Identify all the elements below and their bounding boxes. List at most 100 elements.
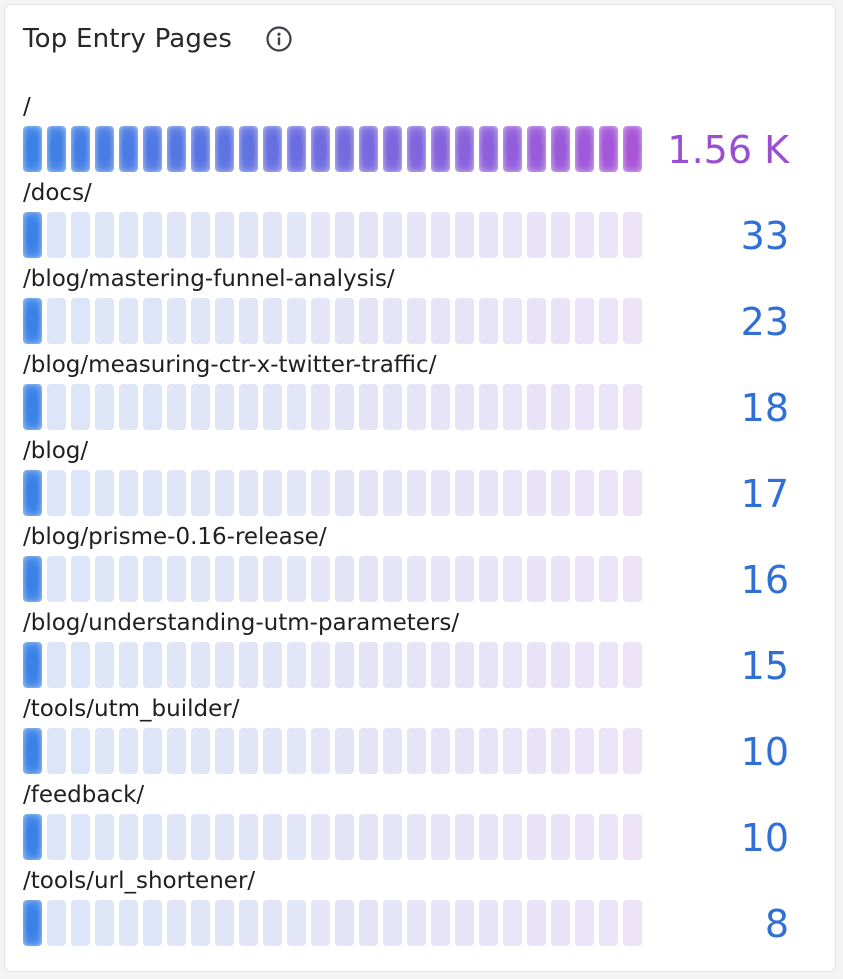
entry-page-bar — [23, 556, 647, 602]
entry-page-label[interactable]: /blog/mastering-funnel-analysis/ — [23, 266, 395, 292]
bar-segment-empty — [215, 642, 234, 688]
bar-segment-empty — [551, 814, 570, 860]
info-icon[interactable] — [266, 26, 292, 52]
bar-segment-empty — [551, 556, 570, 602]
bar-segment-filled — [23, 728, 42, 774]
entry-page-count: 1.56 K — [667, 128, 789, 172]
entry-page-label[interactable]: /tools/url_shortener/ — [23, 868, 256, 894]
entry-page-label[interactable]: /blog/understanding-utm-parameters/ — [23, 610, 460, 636]
bar-segment-empty — [119, 814, 138, 860]
bar-segment-empty — [287, 470, 306, 516]
bar-segment-empty — [311, 384, 330, 430]
entry-page-bar — [23, 814, 647, 860]
list-item[interactable]: /tools/url_shortener/8 — [23, 865, 823, 951]
bar-segment-empty — [479, 556, 498, 602]
bar-segment-empty — [623, 470, 642, 516]
bar-segment-empty — [119, 556, 138, 602]
bar-segment-empty — [71, 298, 90, 344]
entry-page-count: 8 — [764, 902, 789, 946]
bar-segment-empty — [455, 384, 474, 430]
bar-segment-filled — [479, 126, 498, 172]
bar-segment-empty — [239, 384, 258, 430]
bar-segment-empty — [551, 900, 570, 946]
entry-page-label[interactable]: /blog/ — [23, 438, 89, 464]
bar-segment-empty — [239, 728, 258, 774]
bar-segment-empty — [383, 642, 402, 688]
bar-segment-empty — [311, 728, 330, 774]
bar-segment-empty — [575, 298, 594, 344]
bar-segment-filled — [623, 126, 642, 172]
bar-segment-empty — [503, 728, 522, 774]
bar-segment-empty — [47, 642, 66, 688]
bar-segment-empty — [431, 556, 450, 602]
bar-segment-empty — [239, 470, 258, 516]
list-item[interactable]: /feedback/10 — [23, 779, 823, 865]
bar-segment-filled — [575, 126, 594, 172]
bar-segment-empty — [47, 298, 66, 344]
bar-segment-empty — [623, 212, 642, 258]
bar-segment-empty — [383, 556, 402, 602]
entry-page-label[interactable]: /blog/prisme-0.16-release/ — [23, 524, 327, 550]
list-item[interactable]: / 1.56 K — [23, 91, 823, 177]
bar-segment-empty — [239, 556, 258, 602]
bar-segment-empty — [623, 814, 642, 860]
bar-segment-empty — [311, 642, 330, 688]
bar-segment-empty — [239, 212, 258, 258]
bar-segment-empty — [191, 728, 210, 774]
bar-segment-empty — [431, 642, 450, 688]
bar-segment-empty — [479, 814, 498, 860]
bar-segment-filled — [383, 126, 402, 172]
bar-segment-empty — [191, 900, 210, 946]
bar-segment-empty — [623, 728, 642, 774]
list-item[interactable]: /docs/33 — [23, 177, 823, 263]
bar-segment-empty — [359, 298, 378, 344]
bar-segment-filled — [503, 126, 522, 172]
entry-page-label[interactable]: /blog/measuring-ctr-x-twitter-traffic/ — [23, 352, 437, 378]
bar-segment-empty — [215, 298, 234, 344]
list-item[interactable]: /tools/utm_builder/10 — [23, 693, 823, 779]
list-item[interactable]: /blog/prisme-0.16-release/16 — [23, 521, 823, 607]
bar-segment-empty — [119, 212, 138, 258]
bar-segment-empty — [47, 728, 66, 774]
bar-segment-empty — [167, 728, 186, 774]
entry-page-label[interactable]: /feedback/ — [23, 782, 145, 808]
bar-segment-empty — [287, 298, 306, 344]
bar-segment-filled — [23, 556, 42, 602]
bar-segment-filled — [23, 814, 42, 860]
bar-segment-filled — [407, 126, 426, 172]
list-item[interactable]: /blog/measuring-ctr-x-twitter-traffic/18 — [23, 349, 823, 435]
bar-segment-empty — [311, 556, 330, 602]
bar-segment-empty — [167, 814, 186, 860]
bar-segment-filled — [23, 126, 42, 172]
bar-segment-empty — [191, 556, 210, 602]
bar-segment-empty — [335, 642, 354, 688]
bar-segment-empty — [95, 900, 114, 946]
bar-segment-empty — [215, 556, 234, 602]
bar-segment-empty — [527, 212, 546, 258]
bar-segment-empty — [383, 900, 402, 946]
bar-segment-empty — [71, 728, 90, 774]
list-item[interactable]: /blog/mastering-funnel-analysis/23 — [23, 263, 823, 349]
entry-page-label[interactable]: /tools/utm_builder/ — [23, 696, 240, 722]
bar-segment-empty — [623, 900, 642, 946]
bar-segment-empty — [359, 384, 378, 430]
bar-segment-empty — [527, 728, 546, 774]
bar-segment-empty — [359, 728, 378, 774]
bar-segment-empty — [527, 900, 546, 946]
bar-segment-empty — [455, 728, 474, 774]
bar-segment-empty — [71, 556, 90, 602]
bar-segment-empty — [215, 814, 234, 860]
bar-segment-filled — [23, 212, 42, 258]
bar-segment-empty — [239, 900, 258, 946]
list-item[interactable]: /blog/understanding-utm-parameters/15 — [23, 607, 823, 693]
entry-page-label[interactable]: /docs/ — [23, 180, 92, 206]
entry-page-label[interactable]: / — [23, 94, 31, 120]
list-item[interactable]: /blog/17 — [23, 435, 823, 521]
card-title: Top Entry Pages — [23, 24, 233, 54]
bar-segment-empty — [143, 556, 162, 602]
bar-segment-empty — [335, 384, 354, 430]
bar-segment-empty — [143, 384, 162, 430]
bar-segment-empty — [623, 642, 642, 688]
bar-segment-empty — [119, 900, 138, 946]
entry-page-bar — [23, 126, 647, 172]
